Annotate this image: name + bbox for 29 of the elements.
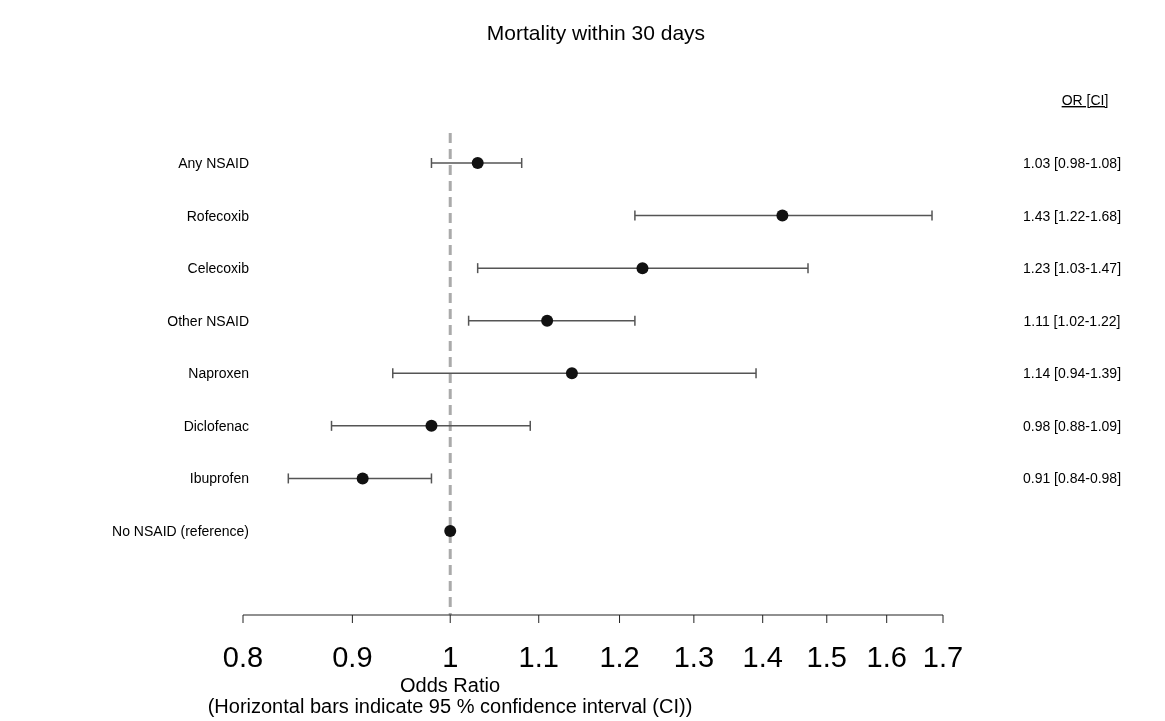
- x-tick-label: 1.3: [673, 641, 715, 673]
- y-tick-label: Other NSAID: [167, 312, 249, 329]
- x-tick-label: 1.1: [518, 641, 559, 673]
- data-label: 1.03 [0.98-1.08]: [1022, 155, 1122, 171]
- y-tick-label: Rofecoxib: [186, 207, 250, 224]
- x-tick-label: 1.7: [922, 641, 964, 673]
- y-tick-label: Any NSAID: [178, 155, 249, 171]
- x-tick-label: 0.9: [332, 641, 373, 673]
- data-label: 1.11 [1.02-1.22]: [1023, 312, 1121, 329]
- x-tick-label: 0.8: [222, 641, 264, 673]
- y-tick-label: No NSAID (reference): [112, 523, 249, 539]
- text: OR [CI]: [1061, 92, 1109, 108]
- data-label: 0.91 [0.84-0.98]: [1022, 470, 1122, 487]
- data-label: 1.43 [1.22-1.68]: [1022, 207, 1122, 224]
- x-tick-label: 1.2: [599, 641, 640, 673]
- y-tick-label: Celecoxib: [187, 260, 250, 277]
- x-tick-label: 1.5: [806, 641, 847, 673]
- data-label: 0.98 [0.88-1.09]: [1022, 417, 1122, 434]
- x-axis-title: Odds Ratio: [399, 674, 501, 696]
- x-tick-label: 1: [442, 641, 459, 673]
- y-tick-label: Diclofenac: [183, 417, 249, 434]
- y-tick-label: Ibuprofen: [189, 470, 249, 487]
- x-tick-label: 1.4: [742, 641, 783, 673]
- chart-title: Mortality within 30 days: [486, 21, 706, 44]
- x-tick-label: 1.6: [866, 641, 907, 673]
- data-label: 1.14 [0.94-1.39]: [1022, 365, 1122, 382]
- y-tick-label: Naproxen: [188, 365, 249, 382]
- text: (Horizontal bars indicate 95 % confidence interval (CI)): [207, 695, 693, 717]
- data-label: 1.23 [1.03-1.47]: [1022, 260, 1122, 277]
